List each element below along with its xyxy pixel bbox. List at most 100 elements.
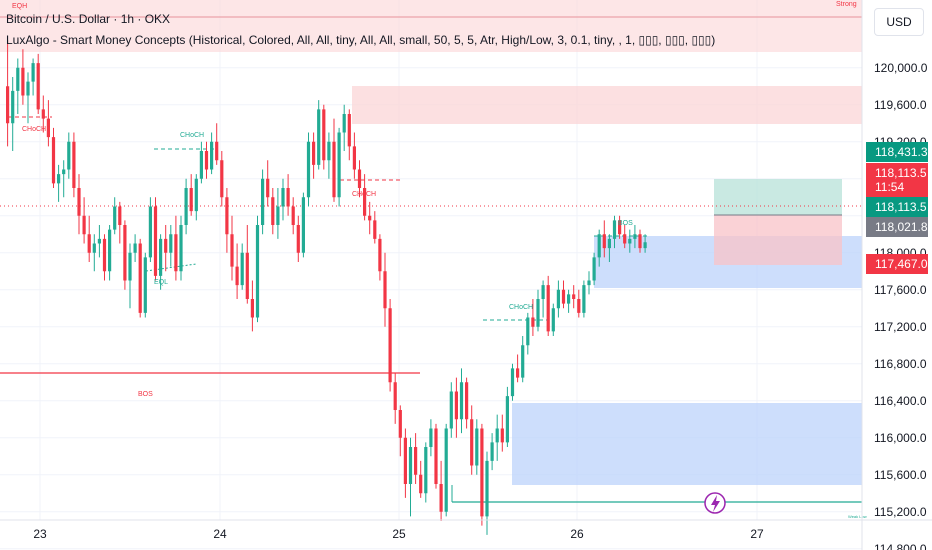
candle-body: [153, 206, 158, 276]
candle-body: [551, 308, 555, 332]
price-label-top-text: 118,431.3: [875, 145, 928, 159]
candle-body: [266, 178, 270, 198]
candle-body: [612, 220, 617, 239]
candle-body: [485, 460, 489, 517]
eql-label: EQL: [154, 279, 168, 286]
long-stop-zone: [714, 215, 842, 265]
candle-body: [393, 382, 397, 410]
y-tick-label: 117,600.0: [874, 283, 927, 297]
candle-body: [87, 234, 91, 253]
candle-body: [352, 146, 356, 170]
indicator-legend[interactable]: LuxAlgo - Smart Money Concepts (Historic…: [6, 33, 716, 47]
choch-label-1: CHoCH: [22, 126, 46, 133]
candle-body: [245, 252, 249, 299]
x-tick-label: 27: [750, 527, 764, 541]
candle-body: [322, 109, 326, 161]
candle-body: [11, 90, 15, 124]
candle-body: [327, 141, 331, 161]
candle-body: [164, 238, 168, 253]
candle-body: [108, 229, 112, 272]
candle-body: [567, 294, 571, 304]
candle-body: [465, 382, 469, 420]
symbol-title[interactable]: Bitcoin / U.S. Dollar · 1h · OKX: [6, 12, 171, 26]
candle-body: [72, 141, 76, 188]
candle-body: [572, 294, 576, 299]
candle-body: [633, 234, 637, 239]
candle-body: [148, 206, 152, 258]
candle-body: [592, 257, 596, 281]
candle-body: [597, 234, 601, 258]
candle-body: [118, 206, 122, 225]
candle-body: [169, 234, 173, 253]
currency-button[interactable]: USD: [874, 8, 924, 36]
candle-body: [470, 419, 474, 466]
candle-body: [26, 81, 30, 96]
price-label-top: 118,431.3: [866, 142, 928, 162]
y-tick-label: 116,800.0: [874, 357, 927, 371]
candle-body: [373, 220, 377, 239]
candle-body: [536, 299, 540, 327]
x-tick-label: 26: [570, 527, 584, 541]
candle-body: [250, 299, 254, 318]
candle-body: [337, 132, 341, 198]
candle-body: [628, 238, 632, 244]
candle-body: [143, 257, 147, 313]
candle-body: [561, 289, 566, 304]
candle-body: [342, 114, 346, 133]
x-tick-label: 23: [33, 527, 47, 541]
candle-body: [419, 474, 423, 494]
candle-body: [414, 447, 418, 475]
candle-body: [368, 215, 372, 221]
candle-body: [31, 63, 35, 82]
strong-high-label: Strong: [836, 1, 857, 8]
candle-body: [57, 174, 61, 184]
candle-body: [97, 238, 101, 244]
candle-body: [113, 206, 117, 230]
candle-body: [388, 308, 392, 383]
candle-body: [276, 206, 280, 225]
y-tick-label: 114,800.0: [874, 542, 927, 550]
entry-price-label: 118,113.5: [866, 197, 928, 217]
candle-body: [210, 141, 214, 170]
choch-label-4: CHoCH: [509, 304, 533, 311]
choch-label-3: CHoCH: [352, 191, 376, 198]
candle-body: [516, 368, 520, 378]
candle-body: [363, 188, 367, 216]
weak-low-label: Weak Low: [848, 514, 867, 519]
candle-body: [6, 86, 10, 124]
candle-body: [510, 368, 515, 397]
candle-body: [128, 252, 132, 281]
candle-body: [41, 109, 45, 119]
candle-body: [531, 317, 535, 327]
bos-label-2: BOS: [618, 220, 633, 227]
candle-body: [357, 169, 362, 188]
candle-body: [286, 188, 290, 207]
candle-body: [480, 428, 484, 517]
candle-body: [21, 67, 25, 96]
y-tick-label: 116,000.0: [874, 431, 927, 445]
candle-body: [638, 234, 642, 249]
candle-body: [189, 188, 193, 212]
candle-body: [449, 391, 453, 429]
candle-body: [500, 428, 504, 443]
candle-body: [92, 243, 96, 253]
candle-body: [347, 114, 351, 147]
x-tick-label: 25: [392, 527, 406, 541]
candle-body: [317, 109, 321, 165]
candle-body: [301, 197, 305, 253]
candle-body: [306, 141, 311, 198]
candle-body: [16, 67, 20, 91]
candle-body: [618, 220, 622, 235]
candle-body: [230, 234, 234, 267]
candle-body: [184, 188, 188, 225]
candle-body: [123, 225, 127, 281]
candle-body: [199, 151, 203, 179]
candle-body: [429, 428, 433, 447]
long-target-zone: [714, 179, 842, 215]
candle-body: [67, 141, 71, 170]
stop-price-label: 117,467.0: [866, 254, 928, 274]
candle-body: [261, 178, 265, 225]
candle-body: [439, 484, 443, 512]
x-tick-label: 24: [213, 527, 227, 541]
